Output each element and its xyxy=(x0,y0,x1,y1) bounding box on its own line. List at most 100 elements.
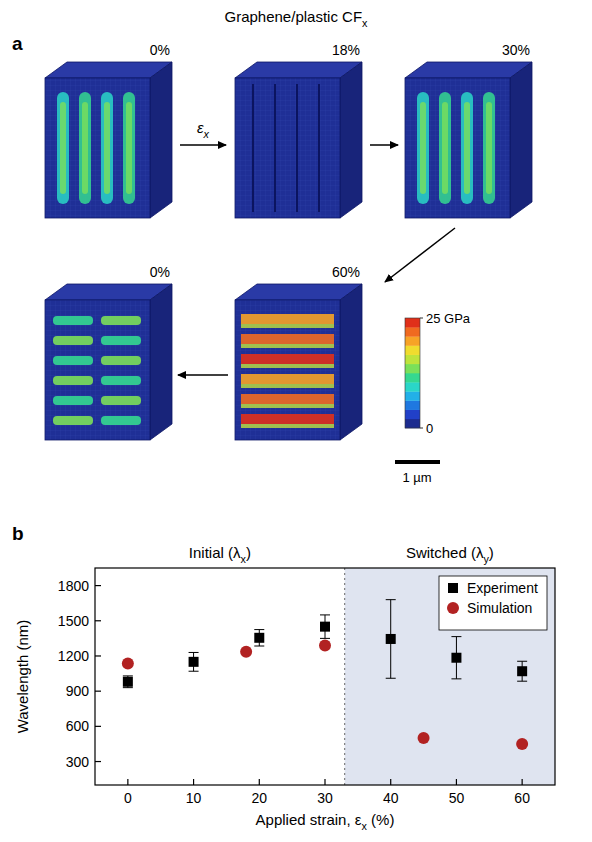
x-tick-label: 0 xyxy=(124,790,132,806)
error-bar xyxy=(451,637,461,679)
error-cap xyxy=(517,681,527,682)
x-tick xyxy=(193,779,194,785)
text-part: x xyxy=(362,17,368,29)
y-tick-label: 600 xyxy=(66,718,90,734)
figure-title: Graphene/plastic CFx xyxy=(225,8,369,29)
square-marker xyxy=(320,622,330,632)
error-cap xyxy=(189,671,199,672)
stress-band xyxy=(53,376,93,385)
stress-core xyxy=(442,102,448,194)
y-tick xyxy=(95,691,101,692)
colorbar-label: 25 GPa xyxy=(426,311,471,326)
x-tick xyxy=(259,779,260,785)
error-cap xyxy=(254,646,264,647)
error-bar xyxy=(123,676,133,688)
x-tick-label: 20 xyxy=(251,790,267,806)
groove xyxy=(274,84,276,212)
colorbar-band xyxy=(405,346,420,355)
text-part: Switched (λ xyxy=(406,544,484,561)
colorbar-band xyxy=(405,382,420,391)
strain-label: 30% xyxy=(502,42,530,58)
y-tick xyxy=(95,620,101,621)
error-cap xyxy=(254,629,264,630)
region-divider xyxy=(344,568,345,785)
error-cap xyxy=(123,687,133,688)
strain-label: 0% xyxy=(150,42,170,58)
x-tick xyxy=(456,779,457,785)
box-side xyxy=(340,284,362,440)
square-marker xyxy=(451,653,461,663)
error-bar xyxy=(254,630,264,646)
stress-band xyxy=(241,354,334,364)
box-side xyxy=(340,62,362,218)
stress-band xyxy=(101,356,141,365)
y-tick xyxy=(95,726,101,727)
y-axis-title: Wavelength (nm) xyxy=(14,620,31,734)
text-part: ) xyxy=(246,544,251,561)
error-bar xyxy=(189,652,199,671)
arrow-label: εx xyxy=(197,119,210,140)
error-bar xyxy=(517,661,527,681)
square-marker xyxy=(517,666,527,676)
legend-box xyxy=(439,576,547,630)
region-shade xyxy=(345,568,555,785)
circle-marker xyxy=(516,738,528,750)
stress-band-edge xyxy=(241,424,334,428)
figure: Graphene/plastic CFxa0%18%30%60%0%εx25 G… xyxy=(0,0,592,842)
stress-core xyxy=(486,102,492,194)
y-tick xyxy=(95,655,101,656)
error-cap xyxy=(451,636,461,637)
plot-frame xyxy=(95,568,555,785)
stress-band xyxy=(241,394,334,404)
circle-marker xyxy=(122,658,134,670)
region-label: Initial (λx) xyxy=(189,544,251,565)
stress-stripe xyxy=(439,92,451,204)
colorbar-band xyxy=(405,327,420,336)
y-tick-label: 300 xyxy=(66,754,90,770)
stress-band xyxy=(101,336,141,345)
stress-stripe xyxy=(57,92,69,204)
y-tick-label: 900 xyxy=(66,683,90,699)
error-cap xyxy=(189,652,199,653)
stress-band xyxy=(241,414,334,424)
colorbar-band xyxy=(405,373,420,382)
colorbar-tick xyxy=(420,318,423,319)
x-tick xyxy=(390,779,391,785)
error-bar xyxy=(386,600,396,679)
x-tick-label: 10 xyxy=(186,790,202,806)
stress-band xyxy=(53,356,93,365)
colorbar-frame xyxy=(405,318,420,428)
circle-marker xyxy=(240,646,252,658)
circle-marker xyxy=(418,732,430,744)
error-cap xyxy=(320,638,330,639)
stress-stripe xyxy=(483,92,495,204)
stress-core xyxy=(420,102,426,194)
colorbar-band xyxy=(405,410,420,419)
square-marker xyxy=(448,583,458,593)
error-cap xyxy=(451,678,461,679)
box-side xyxy=(510,62,532,218)
stress-band xyxy=(241,334,334,344)
stress-band xyxy=(101,376,141,385)
arrow xyxy=(370,144,398,146)
groove xyxy=(252,84,254,212)
stress-band-edge xyxy=(241,364,334,368)
stress-band xyxy=(53,396,93,405)
square-marker xyxy=(189,657,199,667)
text-part: Graphene/plastic CF xyxy=(225,8,363,25)
scale-bar xyxy=(395,460,440,464)
box-front xyxy=(45,300,150,440)
error-cap xyxy=(123,675,133,676)
arrow xyxy=(385,228,455,282)
region-label: Switched (λy) xyxy=(406,544,494,565)
stress-core xyxy=(104,102,110,194)
stress-band xyxy=(241,374,334,384)
text-part: x xyxy=(203,128,210,140)
box-front xyxy=(405,78,510,218)
stress-band-edge xyxy=(241,344,334,348)
x-tick xyxy=(324,779,325,785)
square-marker xyxy=(123,677,133,687)
box-front xyxy=(45,78,150,218)
stress-core xyxy=(464,102,470,194)
stress-band xyxy=(241,314,334,324)
